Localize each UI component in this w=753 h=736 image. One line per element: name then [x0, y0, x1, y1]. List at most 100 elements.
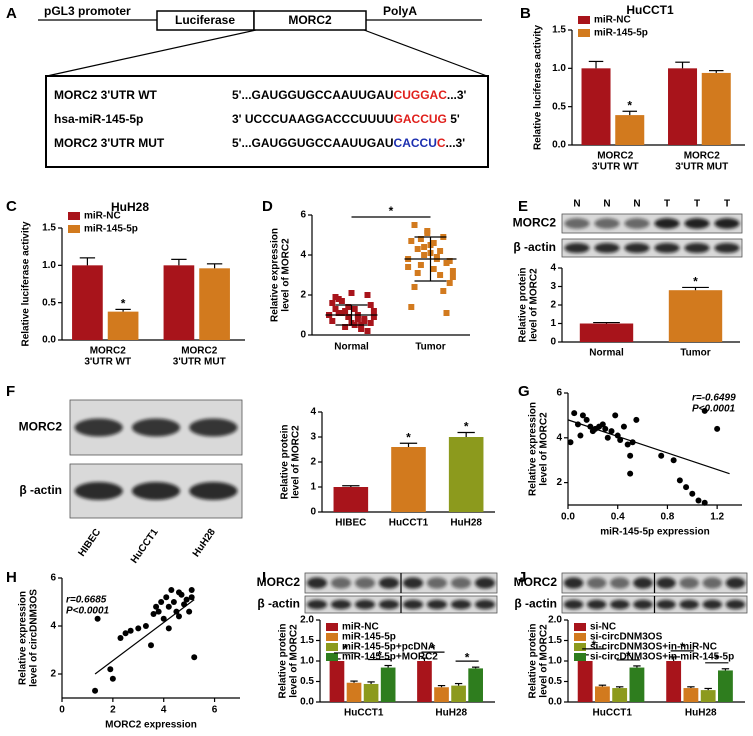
x-tick-label: HuCCT1	[389, 518, 429, 529]
sequence-segment: 5'	[447, 112, 460, 126]
fit-line	[94, 599, 195, 675]
x-tick-label: 1.2	[710, 512, 724, 523]
data-point	[122, 630, 129, 637]
text-line: Relative expression	[527, 402, 538, 496]
blot-band	[189, 482, 238, 500]
blot-band	[306, 599, 328, 610]
data-point	[443, 260, 450, 266]
legend-label: si-circDNM3OS+in-miR-145-5p	[590, 652, 734, 663]
legend-label: miR-NC	[342, 622, 379, 633]
data-point	[351, 306, 358, 312]
data-point	[417, 262, 424, 268]
blot-band	[563, 577, 584, 589]
zoom-line	[363, 29, 488, 77]
data-point	[345, 314, 352, 320]
significance-mark: *	[343, 642, 348, 656]
data-point	[446, 280, 453, 286]
data-point	[599, 421, 606, 428]
sequence-segment: GACCUG	[394, 112, 447, 126]
y-tick-label: 0.0	[552, 140, 566, 151]
y-tick-label: 0	[550, 337, 556, 348]
data-point	[424, 228, 431, 234]
blot-band	[679, 599, 699, 610]
y-tick-label: 0	[310, 507, 316, 518]
blot-band	[702, 577, 723, 589]
lane-label: T	[694, 199, 700, 210]
legend-swatch	[68, 225, 80, 233]
panel-letter: I	[262, 569, 266, 586]
x-tick-label: 0	[59, 705, 65, 716]
legend-swatch	[326, 633, 338, 641]
blot-band	[624, 218, 650, 229]
data-point	[335, 296, 342, 302]
sequence: 5'...GAUGGUGCCAAUUGAUCACCUC...3'	[232, 136, 465, 150]
data-point	[367, 320, 374, 326]
sequence-segment: CACCU	[394, 136, 437, 150]
lane-label: T	[664, 199, 670, 210]
lane-label: N	[603, 199, 610, 210]
data-point	[117, 635, 124, 641]
y-axis-label: Relative expressionlevel of MORC2	[527, 402, 549, 496]
legend-swatch	[68, 212, 80, 220]
stat-annotation: r=-0.6499	[692, 393, 736, 404]
bar	[107, 311, 139, 340]
blot-band	[330, 577, 352, 589]
blot-row-label: MORC2	[514, 575, 558, 589]
label-backdrop	[370, 6, 430, 18]
blot-band	[450, 577, 472, 589]
bar	[417, 661, 432, 702]
legend-label: miR-NC	[594, 15, 631, 26]
data-point	[417, 236, 424, 242]
data-point	[624, 441, 631, 448]
blot-band	[624, 242, 650, 254]
sequence-box	[45, 75, 489, 168]
stat-annotation: P<0.0001	[692, 404, 736, 415]
bar	[579, 323, 634, 342]
legend-label: miR-145-5p+pcDNA	[342, 642, 435, 653]
data-point	[411, 222, 418, 228]
significance-mark: *	[465, 650, 470, 664]
sequence-name: MORC2 3'UTR MUT	[54, 136, 165, 150]
bar	[701, 72, 731, 145]
significance-mark: *	[627, 98, 632, 112]
x-tick-label: HIBEC	[335, 518, 366, 529]
blot-band	[586, 599, 607, 610]
data-point	[364, 292, 371, 298]
y-tick-label: 4	[310, 407, 316, 418]
bar	[199, 268, 230, 340]
y-tick-label: 1.0	[300, 656, 314, 667]
data-point	[150, 611, 157, 617]
significance-mark: *	[431, 641, 436, 655]
data-point	[155, 608, 162, 615]
sequence-segment: CUGGAC	[394, 88, 448, 102]
sequence: 5'...GAUGGUGCCAAUUGAUCUGGAC...3'	[232, 88, 467, 102]
bar	[718, 670, 733, 702]
data-point	[577, 432, 584, 439]
data-point	[107, 666, 114, 673]
bar	[163, 265, 195, 340]
text-line: Relative protein	[279, 424, 290, 499]
x-tick-label: MORC2 3'UTR WT	[592, 150, 639, 172]
data-point	[627, 470, 634, 477]
data-point	[670, 457, 677, 464]
data-point	[658, 452, 665, 459]
chart-title: HuCCT1	[626, 3, 674, 17]
data-point	[689, 490, 696, 497]
panel-letter: E	[518, 198, 528, 215]
bar	[666, 661, 682, 702]
bar	[683, 688, 699, 702]
y-tick-label: 2	[310, 457, 316, 468]
y-axis-label: Relative luciferase activity	[21, 221, 32, 347]
zoom-line	[46, 29, 257, 77]
stat-annotation: P<0.0001	[66, 606, 110, 617]
data-point	[354, 316, 361, 322]
legend-label: miR-145-5p	[84, 224, 138, 235]
y-tick-label: 1.5	[548, 635, 562, 646]
y-tick-label: 2	[550, 300, 556, 311]
blot-band	[633, 599, 653, 610]
panel-letter: C	[6, 198, 17, 215]
data-point	[342, 308, 349, 314]
text-line: 3'UTR WT	[592, 161, 639, 172]
panel-letter: J	[518, 569, 526, 586]
y-tick-label: 2.0	[548, 615, 562, 626]
